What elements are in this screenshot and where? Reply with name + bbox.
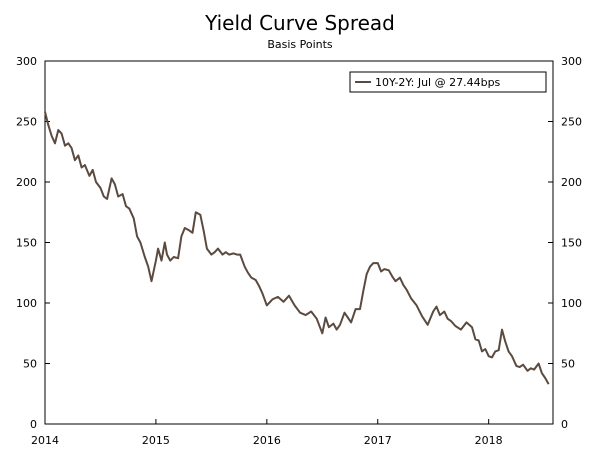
y-tick-label-right: 150 [561,237,582,250]
y-tick-label-right: 0 [561,418,568,431]
y-tick-label-left: 250 [16,116,37,129]
y-tick-label-left: 300 [16,55,37,68]
chart-subtitle: Basis Points [267,38,333,51]
y-tick-label-right: 100 [561,297,582,310]
y-tick-label-left: 150 [16,237,37,250]
y-tick-label-left: 0 [30,418,37,431]
y-tick-label-left: 100 [16,297,37,310]
y-tick-label-right: 50 [561,358,575,371]
x-tick-label: 2015 [142,434,170,447]
series-line-10y-2y [44,111,550,385]
x-axis: 2014 2015 2016 2017 2018 [31,419,503,447]
legend-label: 10Y-2Y: Jul @ 27.44bps [375,76,501,89]
right-y-axis: 0 50 100 150 200 250 300 [548,55,582,431]
y-tick-label-right: 300 [561,55,582,68]
x-tick-label: 2018 [475,434,503,447]
x-tick-label: 2014 [31,434,59,447]
plot-area [44,60,554,425]
y-tick-label-left: 50 [23,358,37,371]
y-tick-label-left: 200 [16,176,37,189]
legend-box [349,71,547,93]
y-tick-label-right: 250 [561,116,582,129]
x-tick-label: 2017 [364,434,392,447]
x-tick-label: 2016 [253,434,281,447]
y-tick-label-right: 200 [561,176,582,189]
chart-title: Yield Curve Spread [204,11,395,35]
legend: 10Y-2Y: Jul @ 27.44bps [349,71,547,93]
